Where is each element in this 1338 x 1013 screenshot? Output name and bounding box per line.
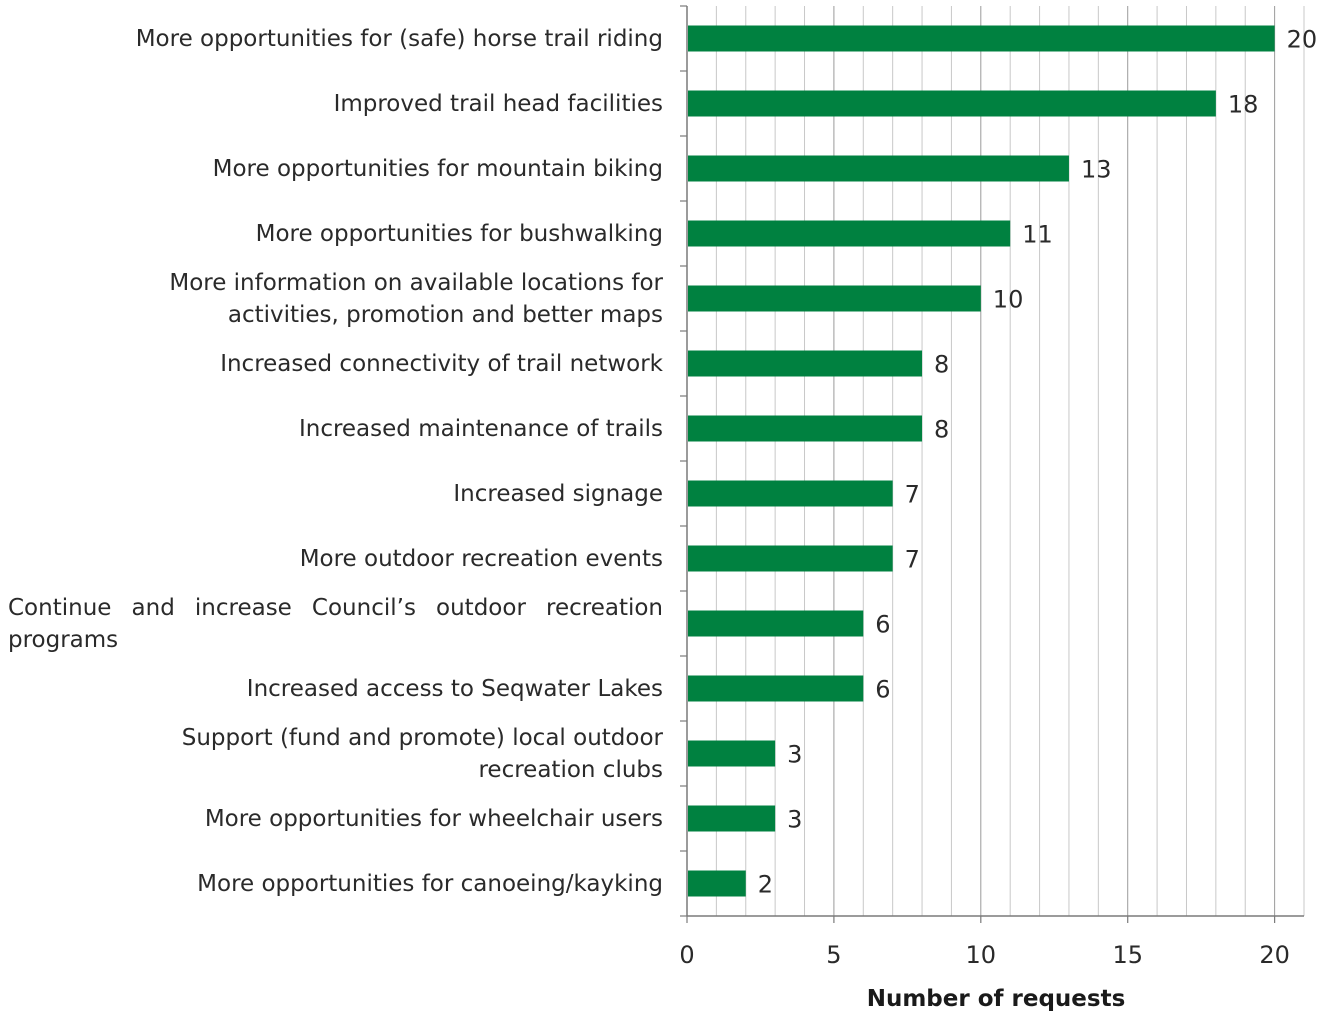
x-axis-label: Number of requests xyxy=(867,986,1126,1012)
data-label: 8 xyxy=(934,351,949,379)
bar xyxy=(688,610,864,637)
bar xyxy=(688,25,1275,52)
data-label: 3 xyxy=(787,741,802,769)
data-label: 18 xyxy=(1228,91,1259,119)
data-label: 6 xyxy=(875,676,890,704)
category-label: More opportunities for wheelchair users xyxy=(204,805,663,832)
x-tick-label: 15 xyxy=(1112,941,1143,969)
x-tick-label: 5 xyxy=(826,941,841,969)
data-label: 3 xyxy=(787,806,802,834)
bar xyxy=(688,480,893,507)
bar xyxy=(688,285,981,312)
axes xyxy=(680,5,1304,923)
x-tick-label: 20 xyxy=(1259,941,1290,969)
gridlines xyxy=(715,6,1305,916)
bar xyxy=(688,90,1216,117)
category-label: More opportunities for bushwalking xyxy=(255,220,663,247)
category-label: Improved trail head facilities xyxy=(333,90,663,117)
bar xyxy=(688,675,864,702)
bar xyxy=(688,220,1011,247)
bar xyxy=(688,740,776,767)
x-tick-label: 0 xyxy=(679,941,694,969)
bar xyxy=(688,545,893,572)
data-label: 13 xyxy=(1081,156,1112,184)
bar xyxy=(688,350,923,377)
category-label: Increased signage xyxy=(453,480,663,507)
data-label: 7 xyxy=(905,546,920,574)
data-label: 11 xyxy=(1022,221,1053,249)
category-label: Continue and increase Council’s outdoor … xyxy=(8,594,663,653)
category-label: Support (fund and promote) local outdoor… xyxy=(181,724,663,783)
data-label: 20 xyxy=(1287,26,1318,54)
bar xyxy=(688,870,746,897)
bar xyxy=(688,805,776,832)
category-label: More opportunities for (safe) horse trai… xyxy=(135,25,663,52)
bars xyxy=(688,25,1275,897)
category-label: More outdoor recreation events xyxy=(299,545,663,572)
data-label: 8 xyxy=(934,416,949,444)
bar xyxy=(688,415,923,442)
data-label: 7 xyxy=(905,481,920,509)
data-label: 2 xyxy=(758,871,773,899)
category-label: More opportunities for canoeing/kayking xyxy=(197,870,663,897)
category-label: Increased maintenance of trails xyxy=(298,415,663,442)
category-label: More information on available locations … xyxy=(169,269,663,328)
data-label: 6 xyxy=(875,611,890,639)
data-label: 10 xyxy=(993,286,1024,314)
value-labels: 20 18 13 11 10 8 8 7 7 6 6 3 3 2 xyxy=(758,26,1317,899)
category-label: Increased access to Seqwater Lakes xyxy=(246,675,663,702)
category-label: Increased connectivity of trail network xyxy=(220,350,663,377)
category-label: More opportunities for mountain biking xyxy=(212,155,663,182)
bar xyxy=(688,155,1069,182)
x-tick-labels: 0 5 10 15 20 xyxy=(679,941,1290,969)
x-tick-label: 10 xyxy=(966,941,997,969)
